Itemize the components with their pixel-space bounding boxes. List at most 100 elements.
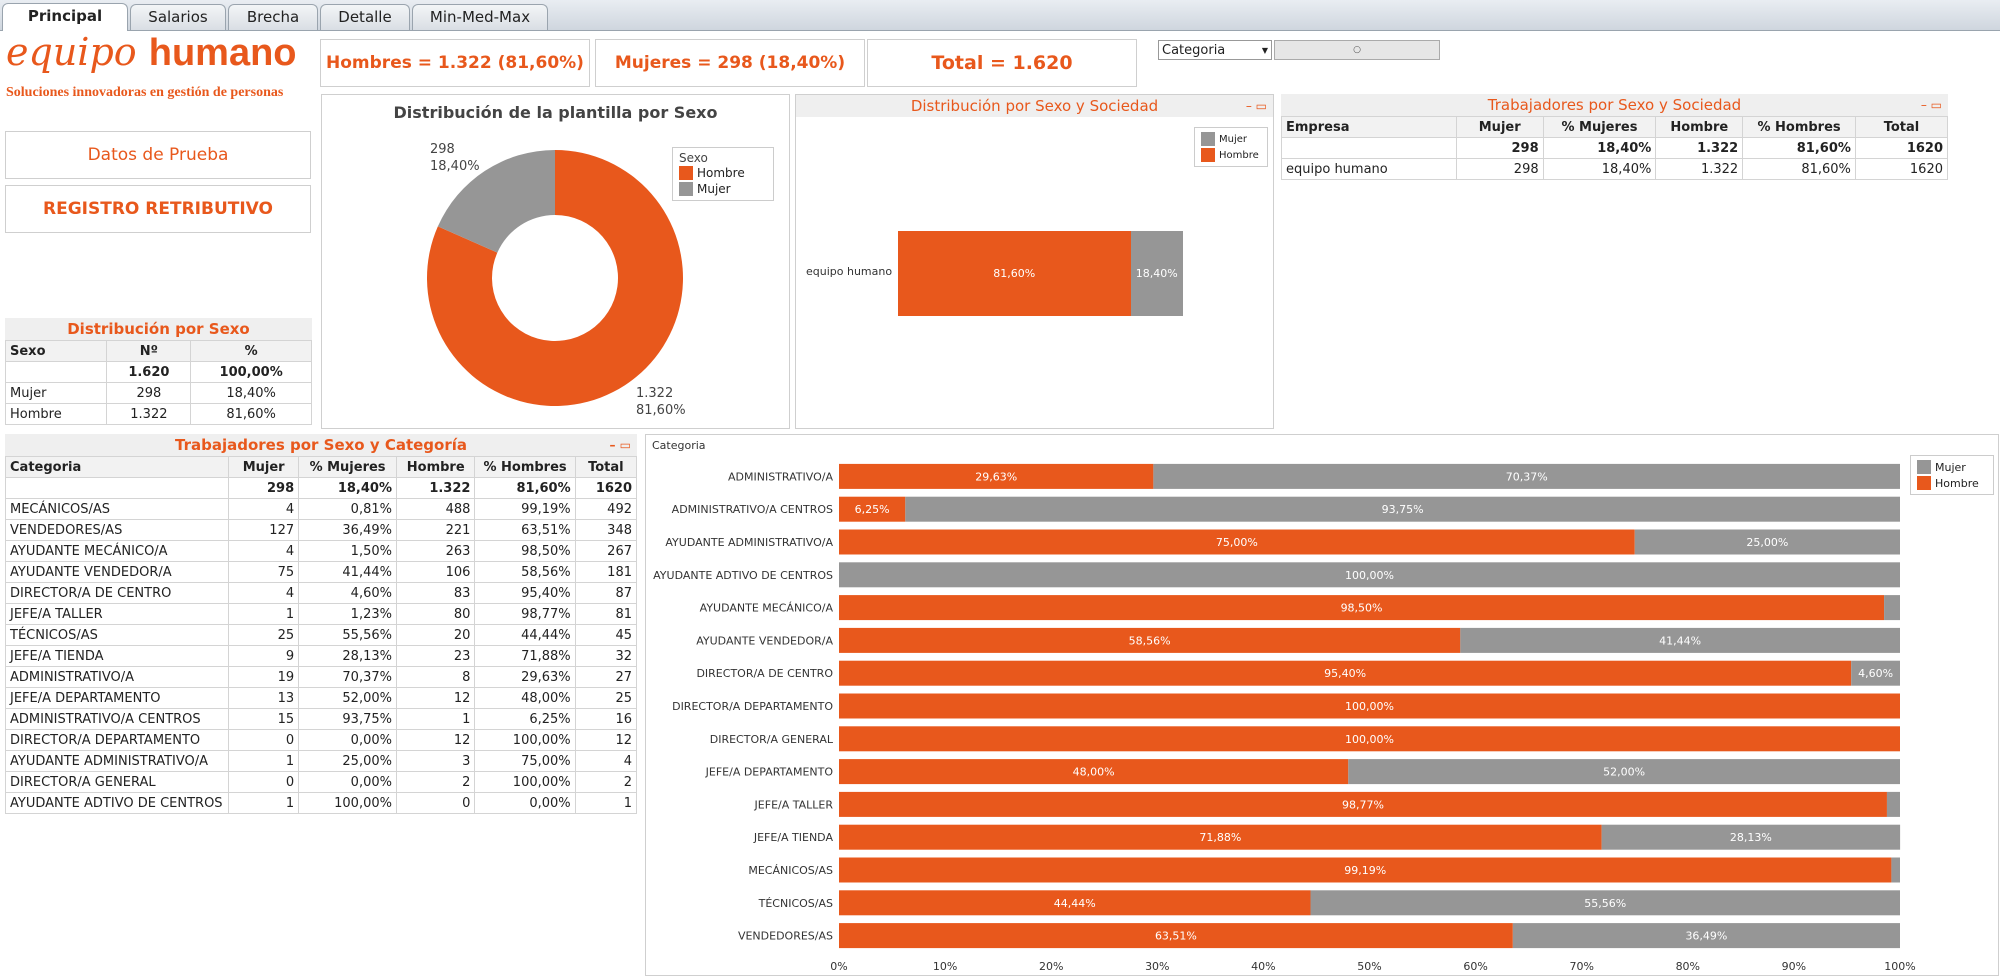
datos-prueba-label: Datos de Prueba [87, 145, 229, 165]
table-row[interactable]: Mujer 298 18,40% [4, 382, 312, 404]
col-header[interactable]: Mujer [1455, 116, 1544, 138]
bar-mujer[interactable] [1348, 759, 1900, 785]
col-header[interactable]: % [190, 340, 312, 362]
minimize-maximize-icon[interactable]: – ▭ [1245, 99, 1267, 113]
bar-hombre[interactable] [839, 627, 1461, 653]
bar-hombre[interactable] [839, 496, 906, 522]
cell: 4 [228, 582, 300, 604]
bar-hombre[interactable] [839, 824, 1602, 850]
col-header[interactable]: Empresa [1281, 116, 1457, 138]
col-header[interactable]: Hombre [395, 456, 476, 478]
col-header[interactable]: Hombre [1655, 116, 1744, 138]
col-header[interactable]: Total [1854, 116, 1949, 138]
kpi-total: Total = 1.620 [867, 39, 1137, 87]
col-header[interactable]: Mujer [228, 456, 300, 478]
bar-hombre[interactable] [839, 463, 1154, 489]
categoria-table-title: Trabajadores por Sexo y Categoría – ▭ [5, 434, 637, 456]
bar-mujer[interactable] [839, 562, 1900, 588]
table-row[interactable]: JEFE/A TALLER 1 1,23% 80 98,77% 81 [4, 603, 638, 625]
col-header[interactable]: % Mujeres [1542, 116, 1657, 138]
bar-mujer[interactable] [1634, 529, 1900, 555]
table-row[interactable]: VENDEDORES/AS 127 36,49% 221 63,51% 348 [4, 519, 638, 541]
table-row[interactable]: ADMINISTRATIVO/A CENTROS 15 93,75% 1 6,25% 16 [4, 708, 638, 730]
cell: 28,13% [298, 645, 397, 667]
col-header[interactable]: Nº [106, 340, 192, 362]
cell: 1 [395, 708, 476, 730]
categoria-filter-select[interactable]: Categoria ▼ [1158, 40, 1272, 60]
tab-detalle[interactable]: Detalle [320, 4, 410, 30]
tab-salarios[interactable]: Salarios [130, 4, 226, 30]
table-row[interactable]: DIRECTOR/A GENERAL 0 0,00% 2 100,00% 2 [4, 771, 638, 793]
cell: 1620 [1854, 158, 1949, 180]
cell: 106 [395, 561, 476, 583]
cell: 15 [228, 708, 300, 730]
cell: 3 [395, 750, 476, 772]
table-row[interactable]: JEFE/A DEPARTAMENTO 13 52,00% 12 48,00% 25 [4, 687, 638, 709]
bar-hombre[interactable] [839, 693, 1900, 719]
col-header[interactable]: % Hombres [474, 456, 576, 478]
bar-hombre[interactable] [839, 890, 1311, 916]
minimize-maximize-icon[interactable]: – ▭ [609, 438, 631, 452]
bar-mujer[interactable] [905, 496, 1900, 522]
table-row[interactable]: Hombre 1.322 81,60% [4, 403, 312, 425]
tab-min-med-max[interactable]: Min-Med-Max [412, 4, 548, 30]
x-tick-label: 70% [1569, 960, 1593, 973]
bar-mujer[interactable] [1601, 824, 1901, 850]
col-header[interactable]: Categoria [4, 456, 230, 478]
data-label-mujer: 100,00% [1345, 569, 1394, 582]
table-row[interactable]: AYUDANTE MECÁNICO/A 4 1,50% 263 98,50% 267 [4, 540, 638, 562]
cell: 81,60% [1742, 158, 1856, 180]
donut-slice-mujer[interactable] [437, 150, 555, 253]
bar-hombre: 81,60% [898, 231, 1131, 316]
table-row[interactable]: DIRECTOR/A DEPARTAMENTO 0 0,00% 12 100,00% 12 [4, 729, 638, 751]
table-row[interactable]: AYUDANTE ADTIVO DE CENTROS 1 100,00% 0 0,00%… [4, 792, 638, 814]
table-row[interactable]: ADMINISTRATIVO/A 19 70,37% 8 29,63% 27 [4, 666, 638, 688]
bar-mujer[interactable] [1512, 923, 1900, 949]
col-header[interactable]: % Hombres [1742, 116, 1856, 138]
col-header[interactable]: % Mujeres [298, 456, 397, 478]
col-header[interactable]: Sexo [4, 340, 108, 362]
table-row[interactable]: AYUDANTE VENDEDOR/A 75 41,44% 106 58,56% 181 [4, 561, 638, 583]
cell: AYUDANTE VENDEDOR/A [4, 561, 230, 583]
total-cell: 100,00% [190, 361, 312, 383]
table-row[interactable]: MECÁNICOS/AS 4 0,81% 488 99,19% 492 [4, 498, 638, 520]
bar-hombre[interactable] [839, 660, 1852, 686]
bar-mujer[interactable] [1851, 660, 1900, 686]
bar-hombre[interactable] [839, 529, 1635, 555]
tab-principal[interactable]: Principal [2, 3, 128, 31]
table-row[interactable]: equipo humano 298 18,40% 1.322 81,60% 1620 [1281, 158, 1949, 180]
bar-mujer[interactable] [1891, 857, 1900, 883]
cell: 1,50% [298, 540, 397, 562]
bar-hombre[interactable] [839, 857, 1892, 883]
datos-prueba-button[interactable]: Datos de Prueba [5, 131, 311, 179]
bar-hombre[interactable] [839, 791, 1887, 817]
registro-retributivo-button[interactable]: REGISTRO RETRIBUTIVO [5, 185, 311, 233]
bar-mujer[interactable] [1884, 595, 1900, 621]
cell: 98,77% [474, 603, 576, 625]
bar-mujer[interactable] [1310, 890, 1900, 916]
col-header[interactable]: Total [574, 456, 638, 478]
categoria-filter-search[interactable]: ○ [1274, 40, 1440, 60]
cell: 71,88% [474, 645, 576, 667]
cell: 1.322 [106, 403, 192, 425]
cell: 27 [574, 666, 638, 688]
sociedad-bar[interactable]: 81,60% 18,40% [898, 231, 1183, 316]
bar-mujer[interactable] [1886, 791, 1900, 817]
bar-hombre[interactable] [839, 759, 1349, 785]
bar-mujer[interactable] [1460, 627, 1900, 653]
bar-mujer[interactable] [1153, 463, 1900, 489]
cell: 44,44% [474, 624, 576, 646]
table-row[interactable]: JEFE/A TIENDA 9 28,13% 23 71,88% 32 [4, 645, 638, 667]
bar-hombre[interactable] [839, 726, 1900, 752]
data-label-hombre: 100,00% [1345, 733, 1394, 746]
donut-slice-hombre[interactable] [427, 150, 683, 407]
bar-hombre[interactable] [839, 595, 1885, 621]
table-row[interactable]: TÉCNICOS/AS 25 55,56% 20 44,44% 45 [4, 624, 638, 646]
bar-hombre[interactable] [839, 923, 1513, 949]
category-tick-label: DIRECTOR/A GENERAL [710, 733, 834, 746]
minimize-maximize-icon[interactable]: – ▭ [1920, 98, 1942, 112]
table-row[interactable]: AYUDANTE ADMINISTRATIVO/A 1 25,00% 3 75,00% 4 [4, 750, 638, 772]
cell: 81 [574, 603, 638, 625]
tab-brecha[interactable]: Brecha [228, 4, 318, 30]
table-row[interactable]: DIRECTOR/A DE CENTRO 4 4,60% 83 95,40% 87 [4, 582, 638, 604]
